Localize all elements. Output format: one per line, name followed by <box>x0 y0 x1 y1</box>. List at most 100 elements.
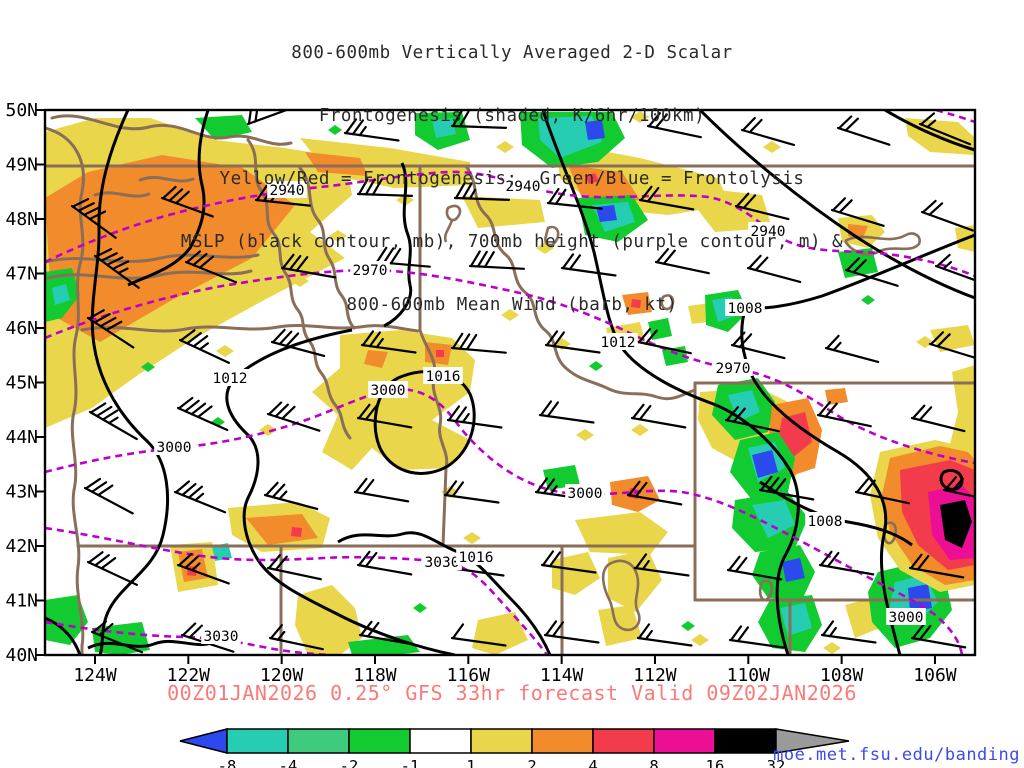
shaded-region <box>432 118 456 138</box>
lake-outline <box>843 232 921 256</box>
lon-label: 108W <box>820 665 864 686</box>
contour-label: 1008 <box>805 512 845 530</box>
wind-barb <box>176 552 230 585</box>
contour-label: 2970 <box>350 261 390 279</box>
wind-barb <box>908 553 965 579</box>
border-line <box>46 269 253 280</box>
wind-barb <box>160 185 214 218</box>
shaded-region <box>305 152 368 176</box>
lat-label: 50N <box>5 100 38 121</box>
shaded-region <box>752 500 795 538</box>
wind-barb <box>86 309 135 349</box>
height-contour <box>45 388 964 655</box>
credit-link[interactable]: moe.met.fsu.edu/banding <box>773 745 1020 765</box>
border-line <box>50 114 293 146</box>
shaded-region <box>52 284 70 305</box>
svg-text:3000: 3000 <box>371 383 406 399</box>
svg-text:1012: 1012 <box>601 335 636 351</box>
wind-barb <box>263 481 319 511</box>
colorbar-value: 32 <box>767 757 786 768</box>
lon-axis: 124W 122W 120W 118W 116W 114W 112W 110W 108W 106W <box>73 655 957 686</box>
wind-barb <box>246 110 290 126</box>
wind-barb <box>654 248 710 275</box>
contour-labels: 2940 2940 2940 2970 2970 3000 3000 3000 3000 3030… <box>154 177 926 645</box>
contour-label: 1016 <box>423 367 463 385</box>
svg-text:3000: 3000 <box>568 486 603 502</box>
svg-text:1008: 1008 <box>808 514 843 530</box>
colorbar-segment <box>714 728 777 754</box>
colorbar-value: 16 <box>706 757 725 768</box>
svg-text:3030: 3030 <box>425 555 460 571</box>
shaded-region <box>246 514 318 545</box>
wind-barb <box>450 110 508 129</box>
mslp-contour <box>884 110 975 152</box>
lake-outline <box>544 225 560 247</box>
wind-barb <box>268 624 324 651</box>
colorbar-segment <box>470 728 533 754</box>
lon-label: 118W <box>353 665 397 686</box>
lat-label: 46N <box>5 318 38 339</box>
lat-label: 41N <box>5 591 38 612</box>
colorbar-left-arrow <box>179 728 228 754</box>
wind-barb <box>86 551 139 586</box>
wind-barb <box>630 403 687 429</box>
contour-label: 2940 <box>748 222 788 240</box>
contour-label: 1016 <box>456 548 496 566</box>
colorbar-segment <box>226 728 289 754</box>
contour-label: 3030 <box>201 627 241 645</box>
lon-label: 106W <box>913 665 957 686</box>
contour-label: 3030 <box>422 553 462 571</box>
lon-label: 124W <box>73 665 117 686</box>
title-line-2: Frontogenesis (shaded, K/6hr/100km) <box>318 106 706 126</box>
wind-barb <box>90 620 144 654</box>
wind-barb <box>266 554 322 581</box>
contour-label: 3000 <box>154 438 194 456</box>
shaded-region <box>462 196 545 228</box>
shaded-region <box>908 584 932 612</box>
wind-barb <box>358 620 415 646</box>
shaded-region <box>752 450 778 478</box>
wind-barb <box>818 550 875 576</box>
colorbar-value: -8 <box>218 757 237 768</box>
lat-label: 40N <box>5 645 38 666</box>
wind-barb <box>184 250 238 284</box>
lat-label: 49N <box>5 155 38 176</box>
wind-barb <box>450 332 507 354</box>
lake-outline <box>443 204 462 243</box>
svg-text:3000: 3000 <box>889 610 924 626</box>
wind-barb <box>356 178 414 197</box>
svg-text:3030: 3030 <box>204 629 239 645</box>
wind-barb <box>176 396 229 432</box>
shaded-region <box>940 500 972 548</box>
wind-barb <box>928 331 975 359</box>
border-line <box>45 126 85 655</box>
wind-barb <box>453 182 511 201</box>
lon-label: 116W <box>447 665 491 686</box>
lon-label: 122W <box>167 665 211 686</box>
wind-barb <box>836 115 891 146</box>
wind-barb <box>543 620 600 644</box>
shaded-region <box>585 173 599 184</box>
wind-barb <box>820 620 877 644</box>
svg-text:1012: 1012 <box>213 371 248 387</box>
svg-text:2940: 2940 <box>270 183 305 199</box>
wind-barb <box>734 192 790 221</box>
wind-barb <box>70 198 117 239</box>
colorbar-right-arrow <box>775 728 850 754</box>
border-line <box>464 164 697 401</box>
contour-label: 3000 <box>565 484 605 502</box>
wind-barb <box>538 400 595 424</box>
lat-label: 48N <box>5 209 38 230</box>
mslp-contour <box>45 616 82 655</box>
wind-barb <box>343 118 400 142</box>
title-line-4: MSLP (black contour, mb), 700mb height (… <box>180 232 844 252</box>
wind-barb <box>816 401 872 428</box>
shaded-region <box>648 318 688 366</box>
colorbar-value: 4 <box>588 757 597 768</box>
shaded-region <box>568 165 640 205</box>
map-content: 2940 2940 2940 2970 2970 3000 3000 3000 3000 3030… <box>45 110 975 655</box>
height-contour <box>45 170 975 278</box>
border-line <box>418 164 449 548</box>
